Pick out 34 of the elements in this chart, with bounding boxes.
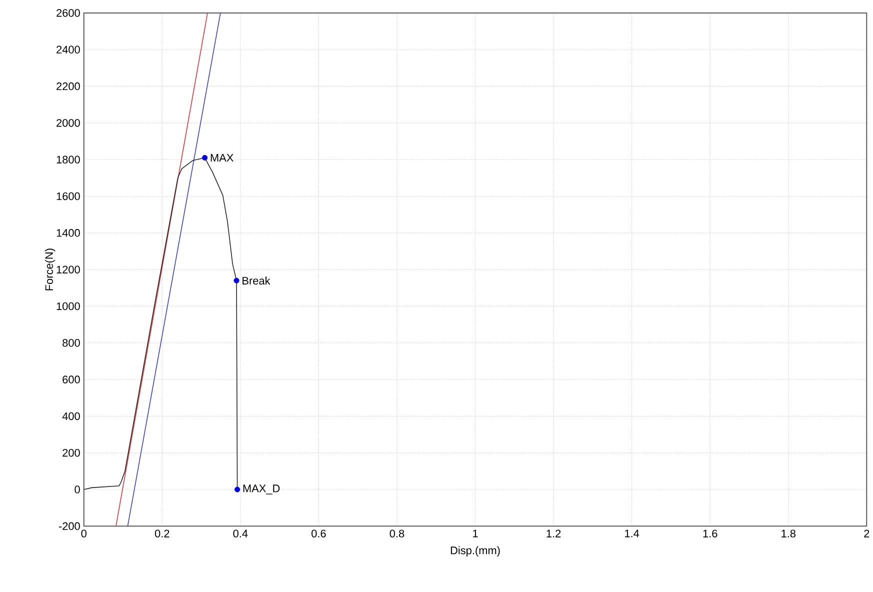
y-tick-label: 2000 (56, 119, 80, 127)
y-tick-label: 2200 (56, 82, 80, 90)
y-tick-label: 0 (74, 486, 80, 494)
x-tick-label: 0.8 (390, 530, 404, 538)
y-tick-label: 200 (62, 448, 80, 457)
annotation: Break (242, 276, 270, 285)
y-tick-label: -200 (58, 522, 80, 530)
annotation: MAX_D (243, 484, 280, 494)
x-tick-label: 1 (473, 530, 478, 538)
x-tick-label: 2 (864, 530, 870, 538)
y-tick-label: 1600 (56, 192, 80, 200)
y-tick-label: 400 (62, 412, 80, 420)
y-tick-label: 600 (62, 376, 80, 384)
y-tick-label: 2600 (56, 9, 80, 17)
y-tick-label: 1200 (56, 266, 80, 274)
x-tick-label: 1.2 (546, 530, 561, 538)
x-tick-label: 0.4 (233, 530, 248, 538)
y-tick-label: 1800 (56, 156, 80, 164)
annotation: MAX (210, 154, 234, 162)
point (234, 486, 240, 492)
x-tick-label: 0.6 (312, 530, 326, 538)
x-axis-title: Disp.(mm) (450, 546, 500, 556)
x-tick-label: 1.4 (625, 530, 640, 538)
x-tick-label: 0 (81, 530, 86, 538)
x-tick-label: 0.2 (154, 530, 170, 538)
y-tick-label: 1400 (56, 229, 80, 237)
y-tick-label: 1000 (56, 302, 80, 310)
y-tick-label: 800 (62, 338, 80, 347)
point (234, 278, 240, 284)
x-tick-label: 1.8 (782, 530, 796, 538)
x-tick-label: 1.6 (703, 530, 718, 538)
point (202, 154, 208, 161)
y-tick-label: 2400 (56, 46, 80, 54)
y-axis-title: Force(N) (44, 248, 56, 290)
